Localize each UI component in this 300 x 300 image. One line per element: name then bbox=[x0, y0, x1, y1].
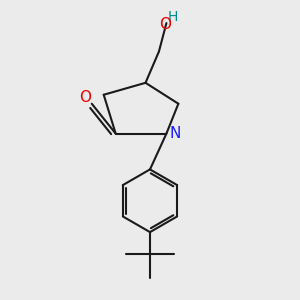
Text: O: O bbox=[159, 17, 171, 32]
Text: N: N bbox=[169, 126, 181, 141]
Text: O: O bbox=[79, 90, 91, 105]
Text: H: H bbox=[168, 10, 178, 23]
